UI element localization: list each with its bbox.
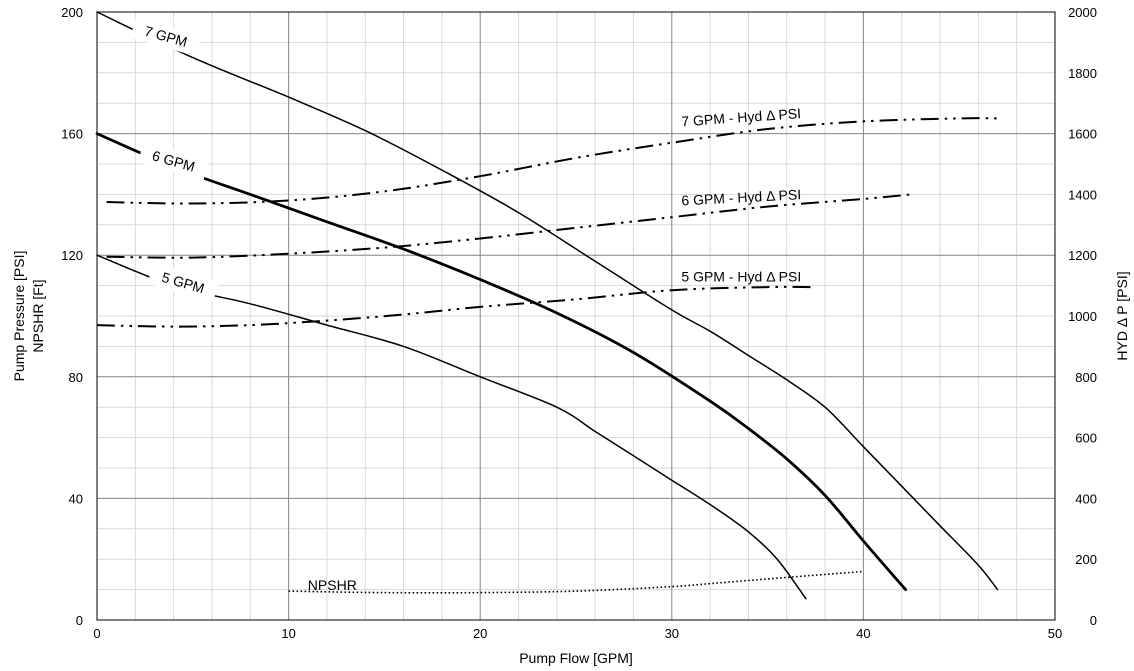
y-right-tick-label: 1800 [1068,66,1097,81]
curve-label-group: 5 GPM - Hyd Δ PSI [681,269,801,285]
series-line-7-gpm [96,11,999,591]
x-tick-label: 20 [473,626,487,641]
y-right-tick-label: 1000 [1068,309,1097,324]
x-tick-label: 40 [856,626,870,641]
series-line-6-gpm [95,132,907,591]
y-left-axis-title-pressure: Pump Pressure [PSI] [11,251,27,382]
y-right-tick-label: 0 [1090,613,1097,628]
series-line-5-gpm-hyd-psi [96,285,812,328]
series-layer [95,11,999,600]
y-left-tick-label: 200 [61,5,83,20]
curve-label-background [147,262,219,303]
curve-label-group: NPSHR [308,577,357,593]
x-axis-title: Pump Flow [GPM] [519,650,633,666]
curve-label-group: 7 GPM [130,16,202,57]
curve-label: NPSHR [308,577,357,593]
curve-label-group: 6 GPM - Hyd Δ PSI [681,186,802,208]
series-line-6-gpm-hyd-psi [106,193,912,259]
y-right-tick-label: 1400 [1068,187,1097,202]
x-tick-label: 0 [93,626,100,641]
x-tick-label: 30 [665,626,679,641]
y-right-tick-label: 1600 [1068,127,1097,142]
y-right-tick-label: 400 [1075,491,1097,506]
y-left-axis-ticks: 0 40 80 120 160 200 [61,5,83,628]
x-axis-ticks: 0 10 20 30 40 50 [93,626,1062,641]
y-left-axis-title-npshr: NPSHR [Ft] [30,279,46,352]
y-right-tick-label: 1200 [1068,248,1097,263]
x-tick-label: 50 [1048,626,1062,641]
y-right-axis-title: HYD Δ P [PSI] [1114,271,1130,360]
y-right-tick-label: 2000 [1068,5,1097,20]
series-line-npshr [288,570,864,594]
y-left-tick-label: 0 [76,613,83,628]
y-left-tick-label: 80 [69,370,83,385]
plot-frame [96,11,1056,621]
y-left-tick-label: 160 [61,127,83,142]
curve-label-group: 5 GPM [147,262,219,303]
curve-label-background [137,141,210,181]
curve-label: 7 GPM - Hyd Δ PSI [681,105,802,129]
y-right-tick-label: 800 [1075,370,1097,385]
curve-label-background [130,16,202,57]
curve-label-group: 7 GPM - Hyd Δ PSI [681,105,802,129]
curve-label: 5 GPM - Hyd Δ PSI [681,269,801,285]
y-right-tick-label: 600 [1075,431,1097,446]
series-line-5-gpm [96,254,807,600]
curve-label: 6 GPM - Hyd Δ PSI [681,186,802,208]
y-right-tick-label: 200 [1075,552,1097,567]
minor-gridlines [96,11,1056,621]
y-left-tick-label: 120 [61,248,83,263]
y-right-axis-ticks: 0 200 400 600 800 1000 1200 1400 1600 1800 2000 [1068,5,1097,628]
x-tick-label: 10 [281,626,295,641]
y-left-tick-label: 40 [69,491,83,506]
